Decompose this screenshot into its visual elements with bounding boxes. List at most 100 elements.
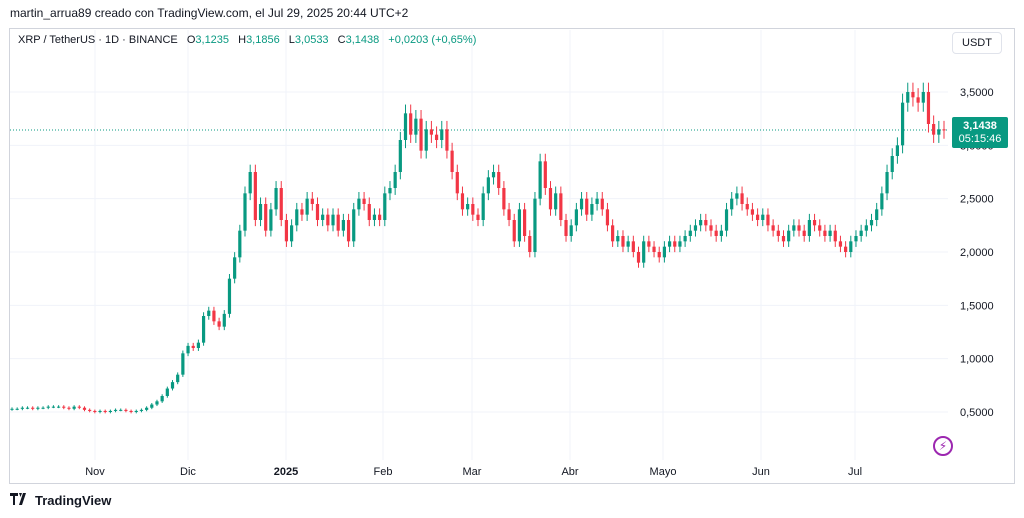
candle-body: [160, 396, 164, 402]
candle-body: [631, 241, 635, 252]
candle-body: [409, 113, 413, 135]
candle-body: [222, 313, 226, 327]
candle-body: [714, 230, 718, 236]
candle-body: [36, 407, 40, 409]
candle-body: [740, 193, 744, 204]
flash-icon[interactable]: ⚡: [933, 436, 953, 456]
candle-body: [683, 236, 687, 242]
candle-body: [139, 409, 144, 411]
candle-body: [145, 407, 149, 410]
low-label: L: [288, 34, 295, 46]
candle-body: [321, 214, 325, 220]
candle-body: [517, 209, 522, 242]
candle-body: [797, 225, 801, 231]
candle-body: [181, 353, 185, 375]
candle-body: [367, 204, 371, 220]
candle-body: [201, 316, 206, 343]
candle-body: [284, 220, 289, 242]
candle-body: [217, 321, 221, 327]
candle-body: [170, 382, 175, 389]
candle-body: [57, 406, 61, 408]
candle-body: [300, 209, 304, 215]
candle-body: [165, 388, 169, 396]
candle-body: [186, 345, 190, 354]
candle-body: [455, 172, 459, 194]
candle-body: [673, 241, 677, 247]
candle-body: [305, 198, 309, 215]
candle-body: [346, 220, 351, 242]
candle-body: [398, 140, 402, 172]
candle-body: [735, 193, 739, 199]
candle-body: [667, 241, 672, 247]
candle-body: [196, 342, 200, 348]
x-axis-ticks: Nov Dic 2025 Feb Mar Abr Mayo Jun Jul: [85, 466, 862, 478]
candle-body: [233, 257, 237, 279]
candle-body: [724, 209, 729, 231]
last-price-value: 3,1438: [963, 119, 997, 132]
candle-body: [25, 407, 30, 409]
candle-body: [227, 278, 232, 314]
high-label: H: [238, 34, 247, 46]
candle-body: [176, 374, 180, 383]
candle-body: [67, 407, 71, 409]
candle-body: [362, 198, 366, 204]
candle-body: [626, 241, 630, 247]
candle-body: [600, 198, 604, 210]
candle-body: [269, 209, 273, 231]
candle-body: [693, 225, 698, 231]
candle-body: [564, 220, 568, 236]
low-value: 3,0533: [294, 34, 329, 46]
candle-body: [833, 230, 837, 242]
candle-body: [875, 209, 879, 220]
candle-body: [854, 236, 858, 242]
candle-body: [357, 198, 361, 210]
y-tick-label: 1,0000: [960, 354, 994, 366]
candle-body: [274, 188, 278, 210]
candle-body: [916, 97, 920, 103]
candle-body: [548, 188, 553, 210]
candle-body: [636, 252, 641, 263]
candle-body: [921, 92, 925, 103]
candle-body: [279, 188, 283, 220]
candle-body: [476, 214, 480, 220]
x-tick-label: 2025: [274, 466, 298, 478]
candle-body: [569, 225, 573, 236]
candle-body: [932, 124, 936, 135]
candle-body: [647, 241, 651, 247]
candle-body: [781, 236, 786, 242]
candle-body: [942, 129, 946, 131]
candle-body: [481, 193, 485, 220]
y-tick-label: 2,0000: [960, 247, 994, 259]
candle-body: [554, 193, 558, 210]
candle-body: [792, 225, 796, 231]
candle-body: [590, 204, 594, 215]
candle-body: [129, 410, 133, 412]
candle-body: [585, 198, 589, 215]
y-axis-ticks: 0,50001,00001,50002,00002,50003,00003,50…: [960, 87, 994, 419]
x-tick-label: Dic: [180, 466, 196, 478]
grid-lines: [10, 30, 948, 460]
candle-body: [937, 129, 941, 135]
candle-body: [828, 230, 832, 236]
bar-countdown: 05:15:46: [958, 132, 1002, 145]
candle-body: [445, 129, 449, 151]
candle-body: [393, 172, 397, 188]
candle-body: [88, 409, 92, 411]
candle-body: [372, 214, 377, 220]
currency-button[interactable]: USDT: [952, 32, 1002, 54]
candle-body: [890, 156, 894, 172]
candle-body: [678, 241, 682, 247]
candle-body: [823, 230, 827, 236]
candle-body: [450, 150, 454, 172]
candle-body: [212, 310, 216, 322]
candle-body: [616, 236, 620, 242]
brand-name: TradingView: [35, 493, 112, 508]
candle-body: [818, 225, 822, 231]
candle-body: [574, 209, 578, 226]
last-price-tag: 3,1438 05:15:46: [952, 117, 1008, 148]
candles: [10, 82, 946, 414]
candle-body: [20, 407, 24, 409]
candle-body: [880, 193, 884, 210]
x-tick-label: Jul: [848, 466, 862, 478]
